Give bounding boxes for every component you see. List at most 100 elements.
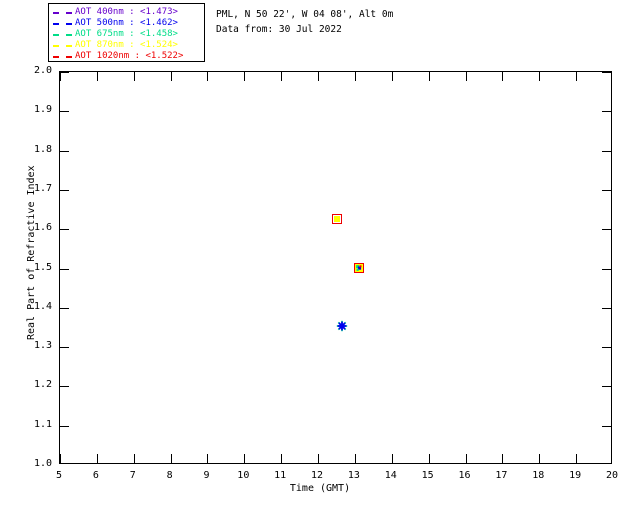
y-axis-tick-left: [60, 72, 69, 73]
y-axis-tick-left: [60, 425, 69, 427]
x-axis-tick-bottom: [502, 454, 504, 463]
y-axis-tick-right: [602, 189, 611, 191]
y-axis-tick-right: [602, 229, 611, 231]
x-axis-tick-top: [576, 72, 578, 81]
y-axis-tick-right: [602, 150, 611, 152]
y-axis-tick-left: [60, 229, 69, 231]
x-axis-tick-label: 9: [203, 470, 210, 481]
x-axis-tick-top: [244, 72, 246, 81]
y-axis-tick-right: [602, 307, 611, 309]
legend-item-870nm: AOT 870nm : <1.524>: [53, 40, 178, 51]
x-axis-tick-top: [96, 72, 98, 81]
y-axis-tick-left: [60, 307, 69, 309]
legend-label-675nm: AOT 675nm : <1.458>: [75, 29, 178, 39]
x-axis-title: Time (GMT): [289, 483, 351, 494]
y-axis-tick-left: [60, 268, 69, 270]
x-axis-tick-bottom: [207, 454, 209, 463]
y-axis-tick-label: 1.9: [33, 104, 52, 116]
legend-label-1020nm: AOT 1020nm : <1.522>: [75, 51, 184, 61]
y-axis-tick-label: 1.1: [33, 418, 52, 430]
x-axis-tick-label: 16: [458, 470, 471, 481]
x-axis-tick-bottom: [170, 454, 172, 463]
plot-canvas: [60, 72, 611, 463]
plot-header: PML, N 50 22', W 04 08', Alt 0m Data fro…: [216, 7, 393, 37]
x-axis-tick-top: [428, 72, 430, 81]
x-axis-tick-bottom: [60, 454, 61, 463]
x-axis-tick-top: [318, 72, 320, 81]
x-axis-tick-label: 11: [274, 470, 287, 481]
x-axis-tick-bottom: [576, 454, 578, 463]
y-axis-tick-label: 1.6: [33, 222, 52, 234]
x-axis-tick-label: 17: [495, 470, 508, 481]
x-axis-tick-bottom: [281, 454, 283, 463]
legend-line-swatch-400nm: [53, 11, 72, 14]
legend-item-500nm: AOT 500nm : <1.462>: [53, 18, 178, 29]
y-axis-tick-label: 1.2: [33, 379, 52, 391]
x-axis-tick-bottom: [244, 454, 246, 463]
x-axis-tick-label: 5: [55, 470, 63, 481]
y-axis-tick-label: 1.8: [33, 143, 52, 155]
x-axis-tick-bottom: [318, 454, 320, 463]
y-axis-tick-label: 1.0: [33, 458, 52, 469]
y-axis-tick-label: 1.4: [33, 300, 52, 312]
y-axis-tick-label: 2.0: [33, 65, 52, 76]
y-axis-tick-left: [60, 347, 69, 349]
y-axis-tick-right: [602, 347, 611, 349]
x-axis-tick-label: 19: [569, 470, 582, 481]
x-axis-tick-label: 6: [92, 470, 99, 481]
legend-label-500nm: AOT 500nm : <1.462>: [75, 18, 178, 28]
legend-label-400nm: AOT 400nm : <1.473>: [75, 7, 178, 17]
x-axis-tick-top: [281, 72, 283, 81]
legend-label-870nm: AOT 870nm : <1.524>: [75, 40, 178, 50]
y-axis-tick-right: [602, 72, 611, 73]
legend-box: AOT 400nm : <1.473> AOT 500nm : <1.462> AO…: [48, 3, 205, 62]
y-axis-tick-label: 1.7: [33, 182, 52, 194]
x-axis-tick-bottom: [539, 454, 541, 463]
legend-line-swatch-675nm: [53, 33, 72, 36]
legend-line-swatch-500nm: [53, 22, 72, 25]
y-axis-tick-left: [60, 111, 69, 113]
y-axis-tick-right: [602, 268, 611, 270]
x-axis-tick-top: [465, 72, 467, 81]
legend-item-675nm: AOT 675nm : <1.458>: [53, 29, 178, 40]
x-axis-tick-label: 10: [237, 470, 250, 481]
x-axis-tick-top: [539, 72, 541, 81]
y-axis-tick-label: 1.3: [33, 340, 52, 352]
x-axis-tick-label: 18: [532, 470, 545, 481]
x-axis-tick-top: [60, 72, 61, 81]
data-point-marker-middle: [352, 261, 365, 274]
x-axis-tick-top: [170, 72, 172, 81]
x-axis-tick-bottom: [96, 454, 98, 463]
y-axis-tick-label: 1.5: [33, 261, 52, 273]
x-axis-tick-label: 13: [347, 470, 360, 481]
y-axis-tick-right: [602, 386, 611, 388]
header-date-line: Data from: 30 Jul 2022: [216, 24, 342, 35]
x-axis-tick-label: 12: [311, 470, 324, 481]
legend-item-400nm: AOT 400nm : <1.473>: [53, 7, 178, 18]
legend-line-swatch-870nm: [53, 44, 72, 47]
x-axis-tick-label: 8: [166, 470, 173, 481]
x-axis-tick-bottom: [465, 454, 467, 463]
y-axis-tick-right: [602, 111, 611, 113]
x-axis-tick-bottom: [133, 454, 135, 463]
x-axis-tick-top: [133, 72, 135, 81]
plot-frame: [59, 71, 612, 464]
x-axis-tick-label: 20: [605, 470, 619, 481]
x-axis-tick-label: 14: [384, 470, 397, 481]
x-axis-tick-label: 15: [421, 470, 434, 481]
x-axis-tick-top: [391, 72, 393, 81]
x-axis-tick-bottom: [391, 454, 393, 463]
x-axis-tick-bottom: [428, 454, 430, 463]
y-axis-tick-right: [602, 425, 611, 427]
y-axis-tick-left: [60, 189, 69, 191]
data-point-marker-lower: [336, 320, 349, 333]
x-axis-tick-label: 7: [129, 470, 136, 481]
header-location-line: PML, N 50 22', W 04 08', Alt 0m: [216, 9, 394, 20]
x-axis-tick-bottom: [354, 454, 356, 463]
x-axis-tick-top: [502, 72, 504, 81]
y-axis-tick-left: [60, 386, 69, 388]
x-axis-tick-top: [354, 72, 356, 81]
data-point-marker-upper: [331, 213, 344, 226]
x-axis-tick-top: [207, 72, 209, 81]
y-axis-tick-left: [60, 150, 69, 152]
